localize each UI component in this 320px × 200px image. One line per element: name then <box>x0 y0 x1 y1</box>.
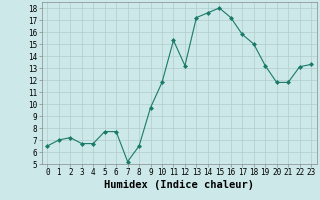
X-axis label: Humidex (Indice chaleur): Humidex (Indice chaleur) <box>104 180 254 190</box>
